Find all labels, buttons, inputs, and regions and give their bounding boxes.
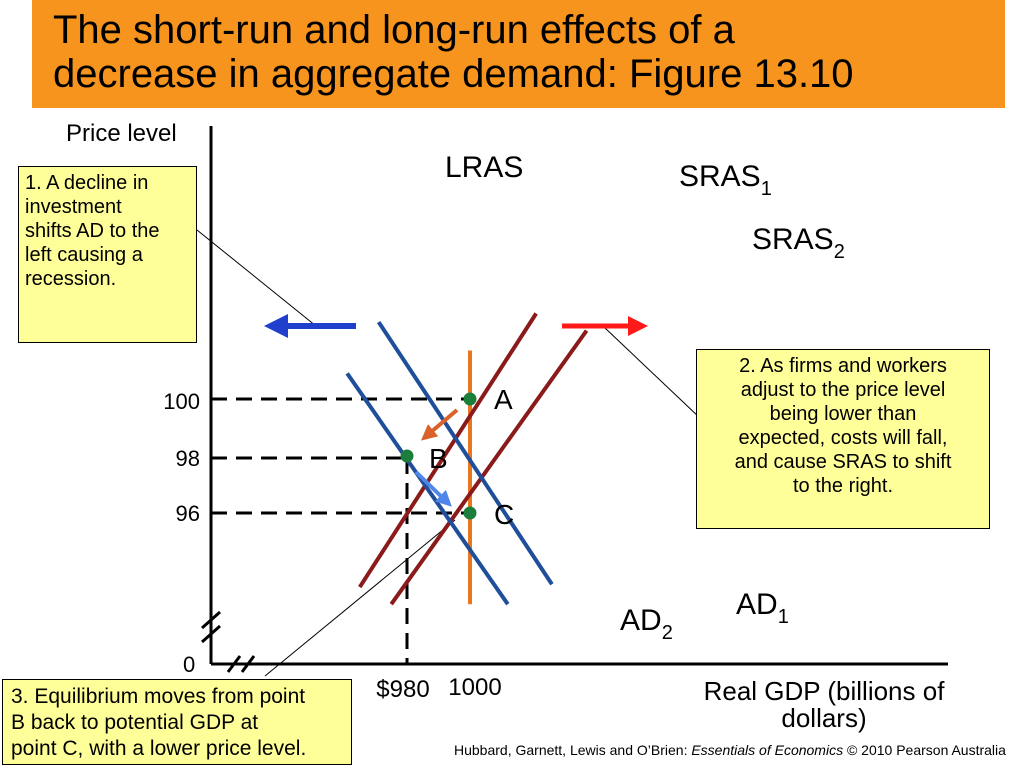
note2-line: being lower than	[769, 403, 917, 425]
sras2-curve	[389, 329, 589, 606]
a-to-b-arrow	[420, 408, 459, 441]
note1-line: investment	[25, 196, 122, 218]
point-b	[400, 449, 414, 463]
title-line-2: decrease in aggregate demand: Figure 13.…	[53, 52, 854, 96]
x-axis-break	[226, 655, 256, 673]
ad1-label: AD1	[736, 588, 789, 628]
title-line-1: The short-run and long-run effects of a	[53, 8, 735, 52]
equilibrium-points: A B C	[400, 384, 514, 530]
sras2-label-subscript: 2	[834, 241, 845, 263]
note2-line: to the right.	[792, 475, 894, 497]
y-tick-100: 100	[163, 389, 200, 414]
sras1-label-subscript: 1	[761, 178, 772, 200]
y-axis-break	[201, 610, 221, 644]
point-c-label: C	[494, 499, 514, 530]
point-a	[463, 392, 477, 406]
y-tick-98: 98	[176, 446, 200, 471]
source-authors: Hubbard, Garnett, Lewis and O’Brien:	[454, 742, 692, 758]
x-axis-label-line1: Real GDP (billions of	[704, 676, 946, 706]
note1-line: shifts AD to the	[25, 220, 160, 242]
sras1-curve	[358, 312, 538, 589]
ad2-curve	[345, 372, 510, 606]
y-axis-label: Price level	[66, 120, 177, 147]
sras2-label: SRAS2	[752, 223, 845, 263]
point-c	[463, 506, 477, 520]
callout-note-2: 2. As firms and workers adjust to the pr…	[696, 349, 990, 529]
lras-label: LRAS	[445, 151, 523, 184]
point-a-label: A	[494, 384, 513, 415]
point-b-label: B	[429, 443, 448, 474]
ad1-curve	[376, 320, 554, 586]
curves	[345, 312, 589, 606]
source-credit: Hubbard, Garnett, Lewis and O’Brien: Ess…	[454, 742, 1006, 758]
note3-line: point C, with a lower price level.	[11, 737, 307, 760]
note2-line: 2. As firms and workers	[739, 355, 947, 377]
y-tick-96: 96	[176, 501, 200, 526]
ad2-label: AD2	[620, 604, 673, 644]
note1-line: recession.	[25, 268, 117, 290]
note3-line: B back to potential GDP at	[11, 711, 259, 734]
note2-line: adjust to the price level	[740, 379, 946, 401]
b-to-c-arrow	[414, 470, 452, 507]
source-book: Essentials of Economics	[691, 742, 844, 758]
leader-lines	[196, 229, 701, 677]
sras1-label: SRAS1	[679, 160, 772, 200]
ad1-label-subscript: 1	[778, 606, 789, 628]
x-tick-1000: 1000	[448, 674, 501, 701]
title-bar: The short-run and long-run effects of a …	[32, 0, 1005, 108]
x-axis-label-line2: dollars)	[781, 703, 866, 733]
note3-line: 3. Equilibrium moves from point	[11, 685, 306, 708]
note1-line: 1. A decline in	[25, 172, 149, 194]
note2-line: expected, costs will fall,	[738, 427, 948, 449]
origin-label: 0	[183, 652, 195, 677]
source-rest: © 2010 Pearson Australia	[843, 742, 1006, 758]
ad2-label-subscript: 2	[662, 622, 673, 644]
note2-line: and cause SRAS to shift	[734, 451, 952, 473]
callout-note-1: 1. A decline in investment shifts AD to …	[18, 166, 197, 343]
x-tick-980: $980	[376, 676, 429, 703]
note1-line: left causing a	[25, 244, 143, 266]
callout-note-3: 3. Equilibrium moves from point B back t…	[2, 679, 352, 765]
dashed-guides	[211, 397, 470, 664]
